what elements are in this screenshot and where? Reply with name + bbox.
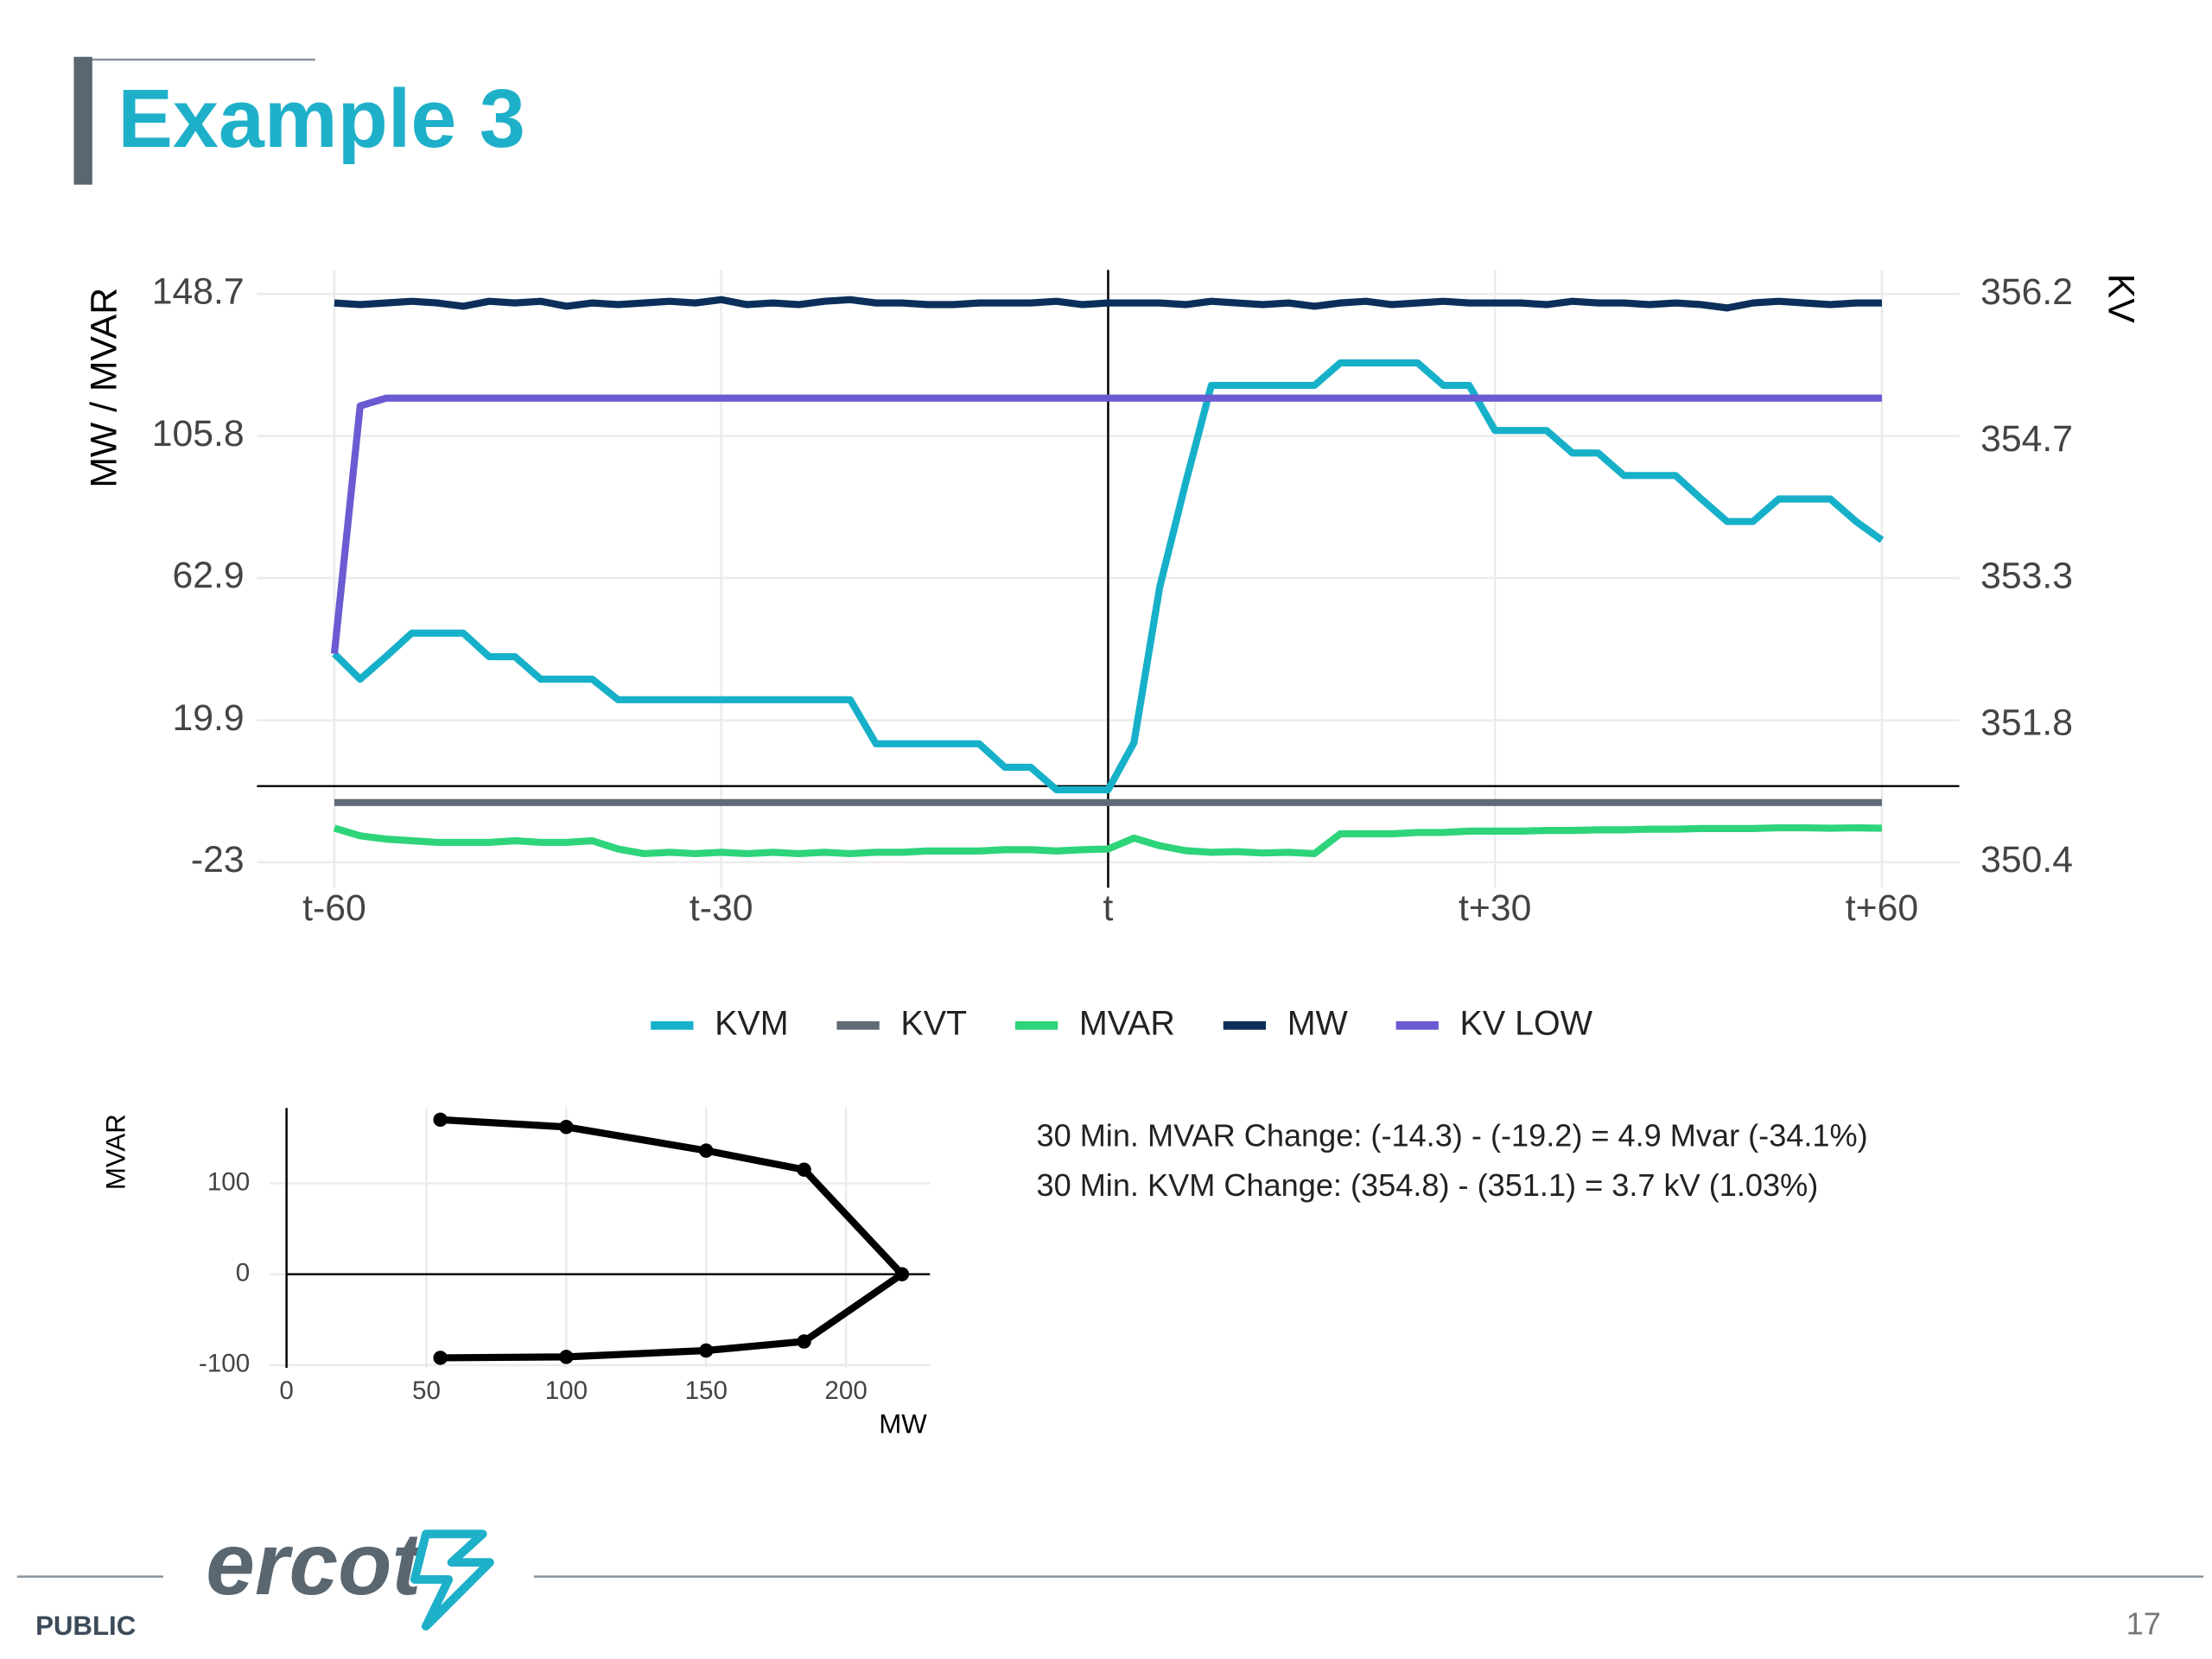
series-line [330, 394, 1882, 654]
legend-label: KVT [900, 1004, 967, 1042]
series-line [332, 359, 1885, 794]
x-axis-title: MW [879, 1409, 927, 1440]
header-bar [73, 56, 92, 185]
x-tick-label: 200 [824, 1376, 867, 1405]
point [797, 1162, 811, 1177]
y-tick-label: -100 [199, 1350, 250, 1378]
x-tick-label: t [1103, 887, 1114, 929]
y-axis-title: MVAR [101, 1114, 131, 1190]
series-line [333, 823, 1883, 858]
y-tick-label: 0 [236, 1258, 250, 1287]
x-tick-label: t-30 [690, 887, 753, 929]
point [559, 1350, 574, 1364]
legend-label: KVM [715, 1004, 788, 1042]
legend-label: MW [1287, 1004, 1349, 1042]
x-tick-label: t-60 [302, 887, 366, 929]
y2-axis-title: KV [2100, 274, 2141, 324]
y-axis-title: MW / MVAR [84, 288, 125, 488]
y2-tick-label: 350.4 [1980, 839, 2073, 880]
y-tick-label: -23 [191, 839, 245, 880]
note: 30 Min. MVAR Change: (-14.3) - (-19.2) =… [1036, 1117, 1867, 1153]
page-number: 17 [2126, 1606, 2161, 1642]
x-tick-label: 0 [279, 1376, 293, 1405]
point [433, 1112, 448, 1128]
x-tick-label: 50 [412, 1376, 441, 1405]
y2-tick-label: 353.3 [1980, 556, 2073, 597]
y2-tick-label: 354.7 [1980, 418, 2073, 460]
x-tick-label: t+60 [1846, 887, 1918, 929]
y-tick-label: 105.8 [152, 413, 245, 454]
logo-icon [410, 1529, 494, 1631]
x-tick-label: 150 [685, 1376, 728, 1405]
note: 30 Min. KVM Change: (354.8) - (351.1) = … [1036, 1167, 1818, 1203]
y2-tick-label: 356.2 [1980, 271, 2073, 313]
logo-text: ercot [206, 1515, 424, 1613]
footer-label: PUBLIC [35, 1611, 136, 1641]
slide-title: Example 3 [118, 73, 524, 165]
y-tick-label: 100 [207, 1167, 250, 1196]
point [699, 1143, 714, 1158]
legend-label: KV LOW [1460, 1004, 1593, 1042]
point [797, 1334, 811, 1349]
point [559, 1120, 574, 1135]
y-tick-label: 148.7 [152, 271, 245, 313]
legend-label: MVAR [1079, 1004, 1175, 1042]
point [433, 1351, 448, 1365]
x-tick-label: 100 [545, 1376, 588, 1405]
point [894, 1267, 910, 1281]
y-tick-label: 19.9 [172, 697, 244, 739]
point [699, 1343, 714, 1358]
x-tick-label: t+30 [1459, 887, 1531, 929]
y-tick-label: 62.9 [172, 555, 244, 596]
series-line [334, 296, 1882, 312]
y2-tick-label: 351.8 [1980, 702, 2073, 744]
